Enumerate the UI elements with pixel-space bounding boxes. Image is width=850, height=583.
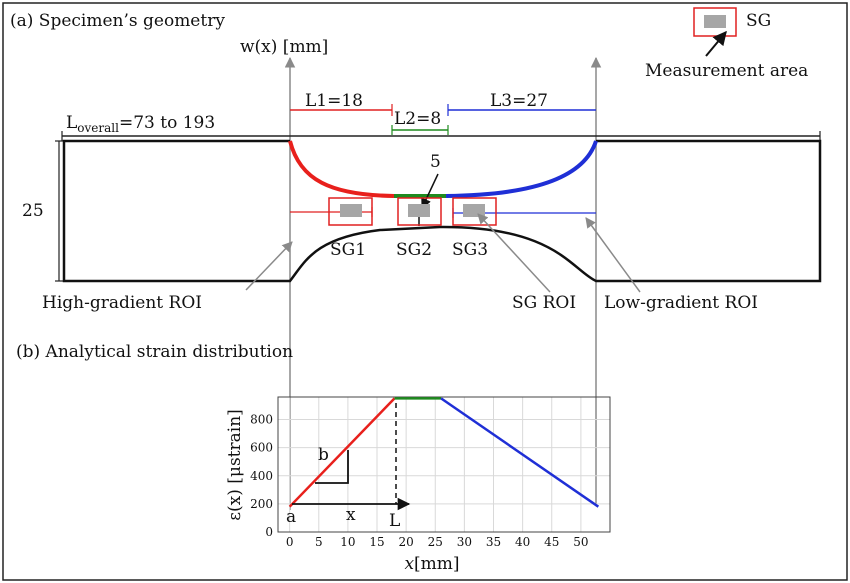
l3-label: L3=27: [490, 91, 548, 111]
slope-triangle: [315, 450, 349, 484]
chart-ticks: 0 5 10 15 20 25 30 35 40 45 50 0 200 400 600 800: [250, 413, 588, 550]
legend-sg-label: SG: [746, 11, 771, 31]
x-tick-label: 15: [369, 535, 384, 549]
sg3-measurement-area: [463, 204, 485, 217]
y-tick-label: 400: [250, 469, 273, 483]
y-tick-label: 800: [250, 413, 273, 427]
x-label-main: x: [404, 554, 414, 574]
legend-measurement-area: [704, 15, 726, 28]
legend-arrow: [705, 30, 727, 57]
panel-b-title: (b) Analytical strain distribution: [16, 342, 293, 362]
x-tick-label: 10: [340, 535, 355, 549]
series-line-0: [288, 397, 396, 508]
specimen-outline: [62, 139, 822, 283]
sg3-roi-box: [452, 197, 497, 226]
sg-roi-label: SG ROI: [512, 293, 576, 313]
x-tick-label: 0: [286, 535, 294, 549]
thickness-label: 25: [22, 201, 44, 221]
l1-label: L1=18: [305, 91, 363, 111]
low-roi-label: Low-gradient ROI: [604, 293, 758, 313]
sg2-measurement-area: [408, 204, 430, 217]
chart-y-label: ε(x) [μstrain]: [225, 409, 245, 521]
panel-a-title: (a) Specimen’s geometry: [10, 11, 225, 31]
low-gradient-contour: [445, 140, 598, 198]
chart-x-label: x[mm]: [404, 554, 459, 574]
overall-rest: =73 to 193: [119, 113, 215, 133]
sg3-label: SG3: [452, 240, 488, 260]
sg-roi-callout: [477, 213, 551, 293]
sg2-roi-box: [397, 197, 442, 226]
sg1-measurement-area: [340, 204, 362, 217]
annot-L: L: [389, 511, 400, 531]
x-label-unit: [mm]: [414, 554, 460, 574]
x-tick-label: 45: [544, 535, 559, 549]
l2-label: L2=8: [394, 109, 441, 129]
x-tick-label: 30: [457, 535, 472, 549]
x-tick-label: 50: [573, 535, 588, 549]
annot-x: x: [346, 505, 356, 525]
chart-frame: [277, 396, 611, 533]
series-line-2: [440, 397, 600, 508]
annot-b: b: [318, 445, 329, 465]
sg2-label: SG2: [396, 240, 432, 260]
y-tick-label: 600: [250, 441, 273, 455]
x-tick-label: 35: [486, 535, 501, 549]
annot-a: a: [286, 507, 296, 527]
overall-sub: overall: [77, 121, 119, 135]
x-tick-label: 40: [515, 535, 530, 549]
y-tick-label: 200: [250, 497, 273, 511]
high-roi-callout: [245, 241, 293, 291]
overall-length-label: Loverall=73 to 193: [66, 113, 215, 135]
sg1-label: SG1: [330, 240, 366, 260]
min-width-arrow: [421, 173, 439, 209]
low-roi-callout: [585, 217, 641, 293]
y-tick-label: 0: [265, 525, 273, 539]
legend-measurement-label: Measurement area: [645, 61, 808, 81]
overall-main: L: [66, 113, 77, 133]
chart-series: [288, 397, 600, 508]
high-roi-label: High-gradient ROI: [42, 293, 202, 313]
sg1-roi-box: [328, 197, 373, 226]
x-tick-label: 5: [315, 535, 323, 549]
x-tick-label: 20: [398, 535, 413, 549]
high-gradient-contour: [288, 140, 395, 198]
min-width-label: 5: [430, 152, 441, 172]
x-tick-label: 25: [428, 535, 443, 549]
w-axis-label: w(x) [mm]: [240, 37, 328, 57]
